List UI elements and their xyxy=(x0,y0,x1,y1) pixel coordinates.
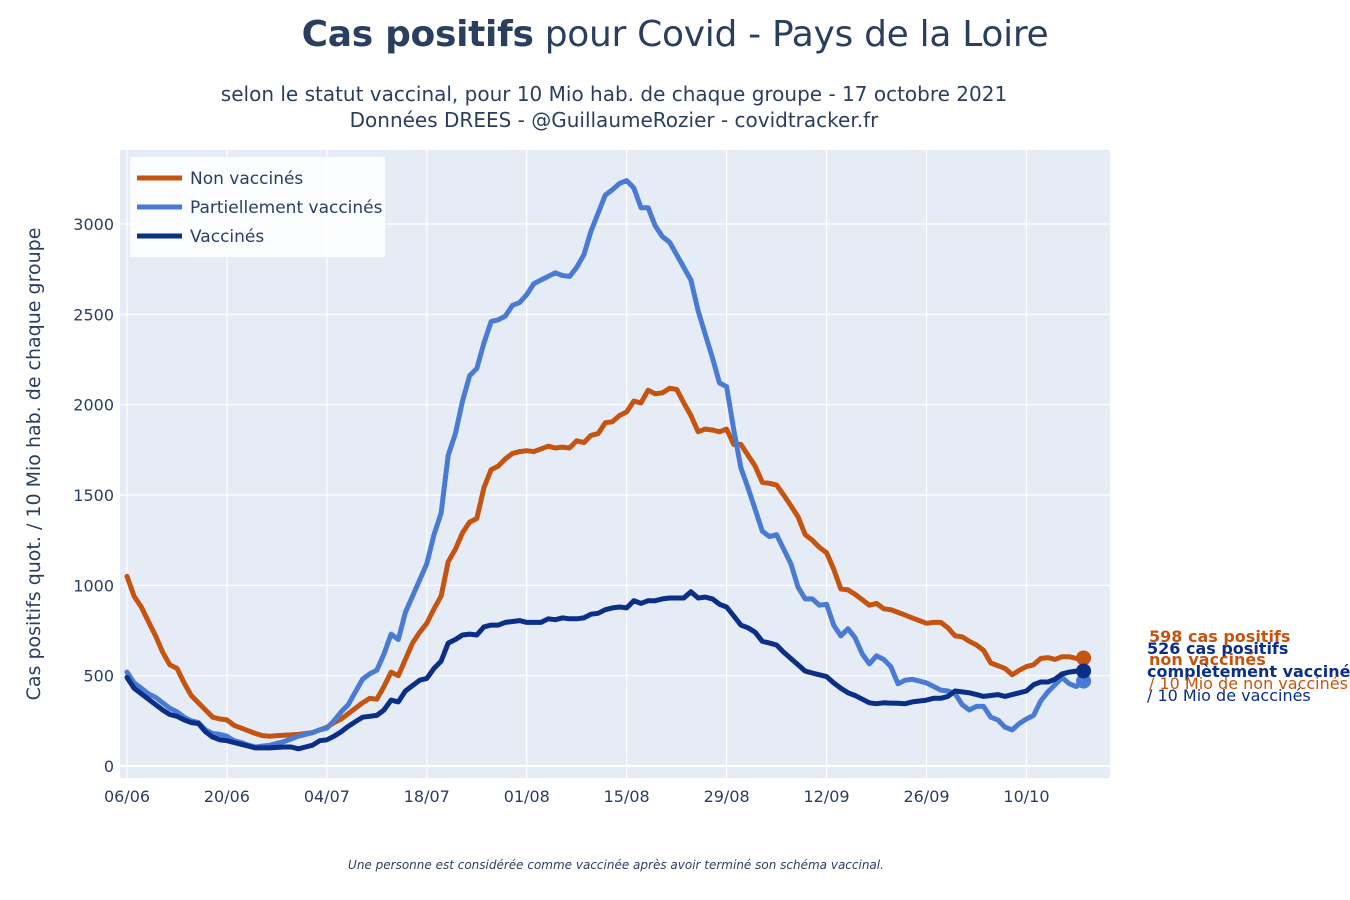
annotation-non-vaccines-unit: / 10 Mio de non vaccinés xyxy=(1149,674,1348,693)
y-axis-label: Cas positifs quot. / 10 Mio hab. de chaq… xyxy=(23,228,45,701)
x-tick-label: 15/08 xyxy=(604,787,650,806)
annotation-non-vaccines-count: 598 cas positifs xyxy=(1149,627,1290,646)
x-tick-label: 29/08 xyxy=(704,787,750,806)
y-tick-label: 0 xyxy=(104,757,114,776)
annotation-vaccines-label: complètement vaccinés xyxy=(1147,662,1350,681)
x-tick-label: 10/10 xyxy=(1003,787,1049,806)
chart-title-rest: pour Covid - Pays de la Loire xyxy=(533,14,1049,55)
chart-subtitle: selon le statut vaccinal, pour 10 Mio ha… xyxy=(220,82,1008,106)
x-axis-ticks: 06/06 20/06 04/07 18/07 01/08 15/08 29/08 12/09… xyxy=(104,787,1050,806)
series-line-2 xyxy=(124,589,1087,752)
chart-source: Données DREES - @GuillaumeRozier - covid… xyxy=(349,108,879,132)
legend-item-2[interactable]: Vaccinés xyxy=(190,227,264,247)
footnote: Une personne est considérée comme vaccin… xyxy=(348,858,884,872)
chart-title: Cas positifs pour Covid - Pays de la Loi… xyxy=(0,14,1350,55)
end-markers xyxy=(1076,650,1092,689)
x-tick-label: 20/06 xyxy=(204,787,250,806)
end-marker-2 xyxy=(1076,663,1092,679)
x-tick-label: 01/08 xyxy=(504,787,550,806)
x-tick-label: 04/07 xyxy=(304,787,350,806)
annotation-vaccines-count: 526 cas positifs xyxy=(1147,639,1288,658)
x-tick-label: 06/06 xyxy=(104,787,150,806)
y-tick-label: 2500 xyxy=(73,305,114,324)
series-line-0 xyxy=(124,385,1087,739)
legend-item-0[interactable]: Non vaccinés xyxy=(190,169,303,189)
chart-title-bold: Cas positifs xyxy=(301,14,534,55)
annotation-vaccines-unit: / 10 Mio de vaccinés xyxy=(1147,686,1311,705)
y-tick-label: 2000 xyxy=(73,396,114,415)
legend-item-1[interactable]: Partiellement vaccinés xyxy=(190,198,383,218)
y-tick-label: 3000 xyxy=(73,215,114,234)
y-axis-ticks: 0 500 1000 1500 2000 2500 3000 xyxy=(73,215,114,776)
x-tick-label: 26/09 xyxy=(903,787,949,806)
series-line-1 xyxy=(124,178,1087,750)
legend[interactable]: Non vaccinés Partiellement vaccinés Vaccin… xyxy=(130,157,385,257)
x-tick-label: 12/09 xyxy=(804,787,850,806)
y-tick-label: 1500 xyxy=(73,486,114,505)
y-tick-label: 1000 xyxy=(73,576,114,595)
y-tick-label: 500 xyxy=(83,667,114,686)
series-lines xyxy=(124,178,1087,752)
x-tick-label: 18/07 xyxy=(404,787,450,806)
annotation-non-vaccines-label: non vaccinés xyxy=(1149,650,1266,669)
end-marker-0 xyxy=(1076,650,1092,666)
